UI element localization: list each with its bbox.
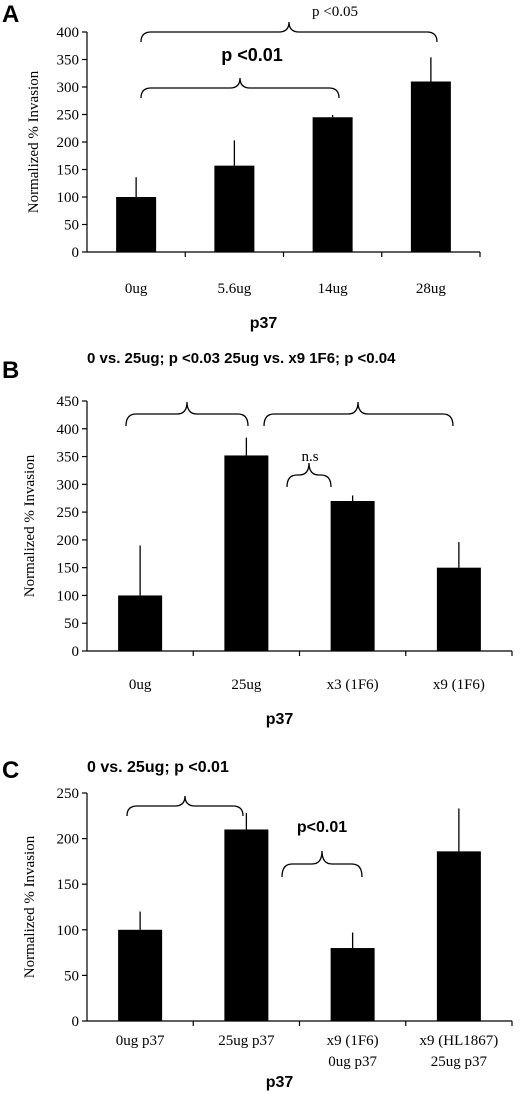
panel-c-y-tick-label: 0 [72,1014,80,1030]
panel-b-x-axis-title: p37 [266,711,294,728]
panel-a-y-tick-label: 150 [57,163,80,179]
panel-b-annotation-stats: 0 vs. 25ug; p <0.03 25ug vs. x9 1F6; p <… [87,350,396,367]
panel-a-annotations: p <0.05 p <0.01 [140,4,438,99]
panel-c-annotations: 0 vs. 25ug; p <0.01 p<0.01 [87,759,363,878]
panel-b-x-tick-label: 0ug [129,677,152,693]
panel-a-y-tick-label: 400 [57,25,80,41]
panel-c-bar [118,929,163,1021]
panel-a-letter: A [2,1,19,28]
panel-a-annotation-p005: p <0.05 [312,4,358,20]
panel-a-x-tick-label: 14ug [318,281,349,297]
panel-a-x-tick-label: 28ug [416,281,447,297]
panel-c-brace-right [281,850,363,878]
panel-c-bar [224,829,269,1021]
panel-b-y-tick-label: 250 [57,505,80,521]
panel-c-x-tick-label: 25ug p37 [431,1054,488,1070]
panel-b-y-tick-label: 200 [57,533,80,549]
panel-b-bar [330,501,375,651]
chart-panel-b: 0 50 100 150 200 250 300 350 400 450 0ug 25ug x3 (1F… [22,394,513,728]
panel-a-y-tick-label: 300 [57,80,80,96]
panel-b-x-tick-label: 25ug [231,677,262,693]
panel-b-bar [224,455,269,651]
panel-b-y-tick-label: 150 [57,561,80,577]
chart-panel-a: 0 50 100 150 200 250 300 350 400 0ug 5.6ug 14ug 28ug… [26,25,481,332]
panel-a-bar [116,197,157,252]
panel-b-y-tick-label: 450 [57,394,80,410]
panel-a-y-axis-title: Normalized % Invasion [26,70,42,213]
panel-b-y-tick-label: 300 [57,477,80,493]
panel-b-bar [436,567,481,651]
panel-c-y-tick-label: 150 [57,877,80,893]
panel-b-brace-ns [286,462,332,488]
panel-b-x-tick-label: x9 (1F6) [433,677,485,693]
panel-c-brace-left [126,795,244,817]
panel-c-x-tick-label: 0ug p37 [116,1033,165,1049]
panel-a-x-tick-label: 5.6ug [218,281,252,297]
panel-c-y-tick-label: 200 [57,832,80,848]
panel-c-x-tick-label: x9 (HL1867) [420,1033,499,1049]
panel-c-x-axis-title: p37 [266,1074,294,1091]
panel-b-annotation-ns: n.s [301,449,318,465]
panel-c-y-axis-title: Normalized % Invasion [22,835,38,978]
panel-c-y-tick-label: 250 [57,786,80,802]
panel-a-bar [312,117,353,252]
panel-c-bar [436,851,481,1021]
panel-a-y-tick-label: 50 [64,218,79,234]
panel-c-x-tick-label: x9 (1F6) [327,1033,379,1049]
panel-a-y-tick-label: 0 [72,245,80,261]
panel-b-brace-right [263,401,454,427]
panel-a-y-tick-label: 100 [57,190,80,206]
panel-a-brace-outer [140,21,438,43]
panel-a-y-tick-label: 350 [57,53,80,69]
panel-c-y-tick-label: 100 [57,923,80,939]
panel-b-y-tick-label: 400 [57,422,80,438]
panel-b-annotations: 0 vs. 25ug; p <0.03 25ug vs. x9 1F6; p <… [87,350,454,488]
panel-b-y-tick-label: 350 [57,450,80,466]
panel-c-annotation-p001: p<0.01 [297,819,347,836]
panel-b-y-tick-label: 50 [64,616,79,632]
panel-c-x-tick-label: 0ug p37 [328,1054,377,1070]
panel-b-y-tick-label: 100 [57,588,80,604]
panel-b-bar [118,595,163,651]
panel-a-y-tick-label: 200 [57,135,80,151]
panel-a-x-axis-title: p37 [250,315,278,332]
panel-c-annotation-stats: 0 vs. 25ug; p <0.01 [87,759,229,776]
panel-a-bar [410,81,451,252]
chart-panel-c: 0 50 100 150 200 250 0ug p37 25ug p37 x9 (1F6) 0u… [22,786,513,1091]
panel-c-bar [330,948,375,1021]
panel-b-y-axis-title: Normalized % Invasion [22,454,38,597]
panel-b-y-tick-label: 0 [72,644,80,660]
panel-a-brace-inner [140,77,340,99]
panel-a-x-tick-label: 0ug [125,281,148,297]
panel-b-brace-left [125,401,249,427]
panel-a-bar [214,165,255,252]
panel-b-x-tick-label: x3 (1F6) [327,677,379,693]
panel-a-annotation-p001: p <0.01 [221,45,283,65]
panel-a-y-tick-label: 250 [57,108,80,124]
panel-c-letter: C [2,757,19,784]
panel-b-letter: B [2,357,19,384]
panel-c-x-tick-label: 25ug p37 [218,1033,275,1049]
panel-c-y-tick-label: 50 [64,968,79,984]
